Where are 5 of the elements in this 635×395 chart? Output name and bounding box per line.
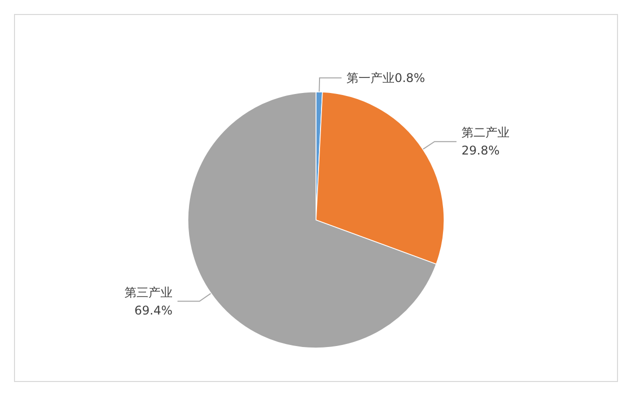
slice-label: 第二产业 <box>462 126 510 140</box>
slice-label: 第一产业0.8% <box>346 70 426 85</box>
data-label: 69.4% <box>134 303 172 318</box>
data-label: 29.8% <box>462 144 500 158</box>
slice-label: 第三产业 <box>124 285 172 300</box>
